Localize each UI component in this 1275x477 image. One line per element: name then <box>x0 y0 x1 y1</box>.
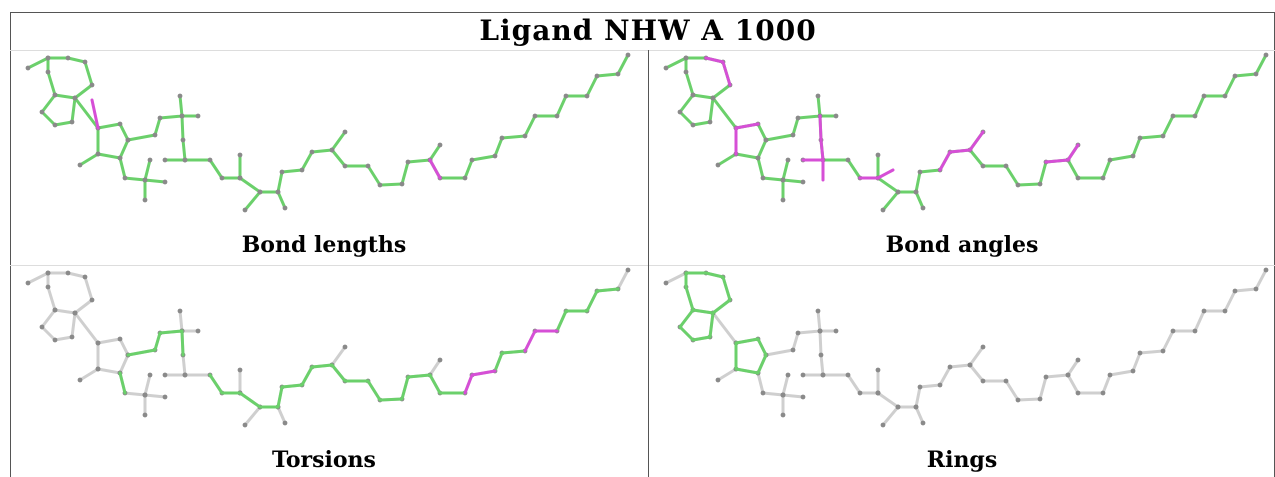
panel: Bond lengths <box>26 53 630 258</box>
panel-label: Torsions <box>272 447 376 473</box>
panel: Bond angles <box>664 53 1268 258</box>
panel-label: Bond angles <box>886 232 1039 258</box>
title: Ligand NHW A 1000 <box>479 14 816 47</box>
panel-label: Bond lengths <box>242 232 407 258</box>
panel: Rings <box>664 268 1268 473</box>
panel: Torsions <box>26 268 630 473</box>
panel-label: Rings <box>927 447 997 473</box>
frame <box>10 12 1275 477</box>
